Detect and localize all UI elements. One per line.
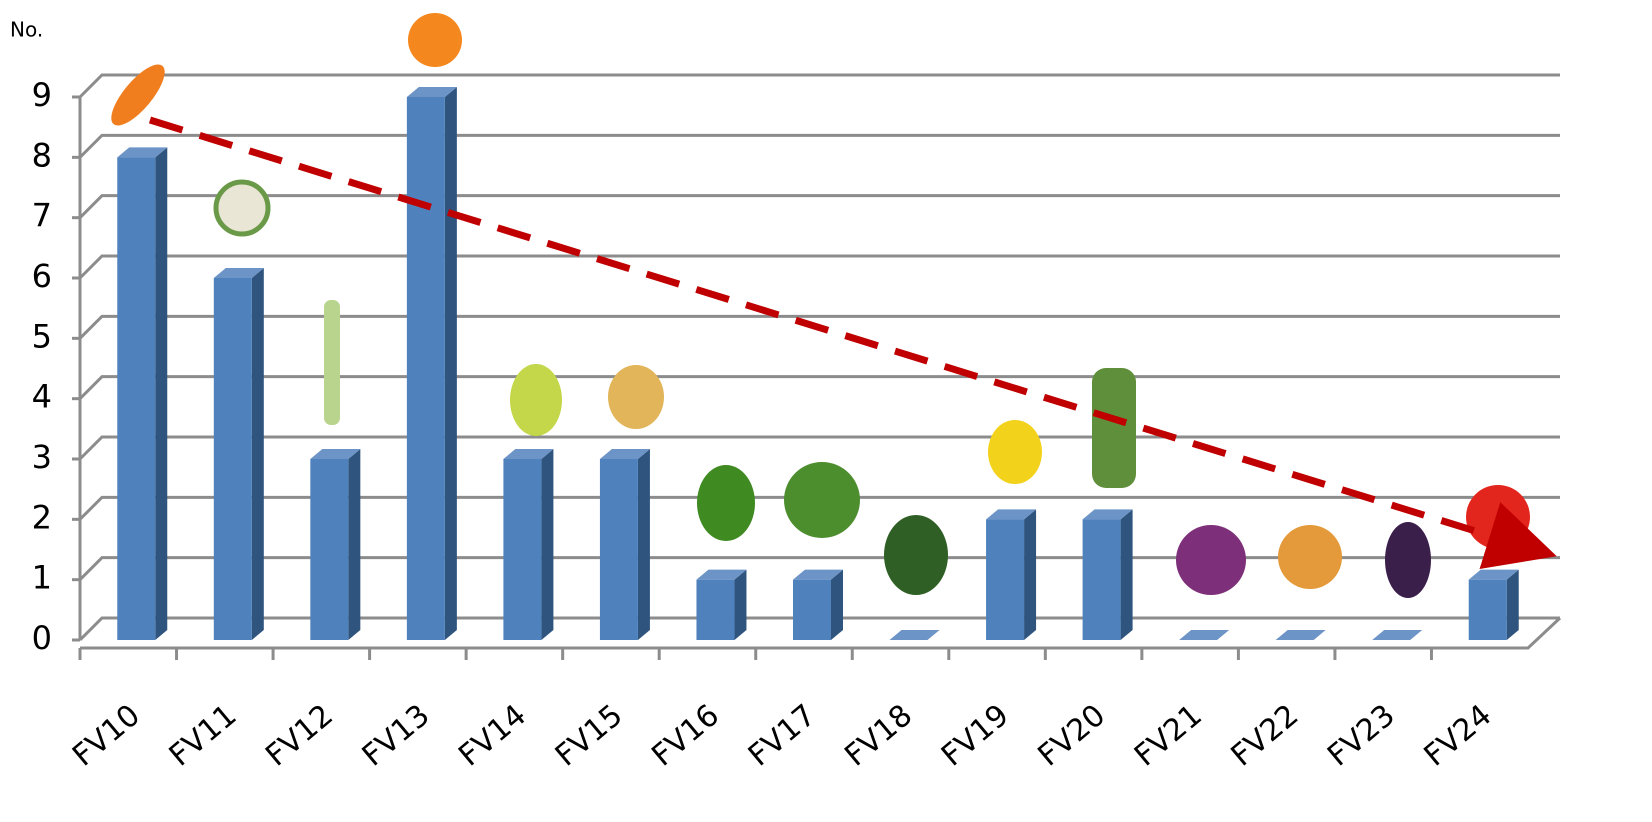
leek-icon — [324, 300, 340, 425]
pepper-icon — [697, 465, 755, 541]
bar — [503, 459, 542, 640]
pear-icon — [510, 364, 562, 436]
bar-side — [348, 449, 361, 640]
bar-side — [831, 569, 843, 640]
grid-line — [78, 194, 1560, 219]
bar-top — [889, 630, 940, 640]
grid-line — [78, 375, 1560, 400]
x-tick-label: FV20 — [1032, 698, 1113, 774]
y-tick-label: 5 — [32, 317, 52, 355]
bar — [1468, 579, 1507, 640]
onion-icon — [1278, 525, 1342, 589]
y-tick-label: 1 — [32, 559, 52, 597]
x-tick-label: FV14 — [452, 698, 533, 774]
spinach-icon — [884, 515, 948, 595]
bar — [986, 519, 1025, 640]
bar-top — [1179, 630, 1230, 640]
x-tick-label: FV16 — [645, 698, 726, 774]
x-tick-label: FV13 — [356, 698, 437, 774]
x-tick-label: FV10 — [66, 698, 147, 774]
y-tick-label: 7 — [32, 197, 52, 235]
broccoli-icon — [784, 462, 860, 538]
x-tick-label: FV17 — [742, 698, 823, 774]
x-tick-label: FV21 — [1128, 698, 1209, 774]
potato-icon — [608, 365, 664, 429]
x-tick-label: FV24 — [1418, 698, 1499, 774]
y-tick-label: 6 — [32, 257, 52, 295]
grid-line — [78, 254, 1560, 280]
bar-top — [793, 569, 843, 580]
grid-line — [78, 73, 1560, 99]
grid-line — [78, 435, 1560, 461]
bar-side — [734, 569, 747, 640]
bar-top — [117, 147, 168, 158]
bar-top — [1275, 630, 1326, 640]
y-tick-label: 8 — [32, 136, 52, 174]
grid-line — [78, 616, 1560, 642]
bar-top — [1372, 630, 1423, 640]
bar-top — [503, 449, 554, 459]
bar-side — [637, 449, 650, 640]
beans-icon — [1092, 368, 1136, 488]
y-tick-label: 0 — [32, 619, 52, 657]
bar — [1082, 519, 1121, 640]
x-tick-label: FV12 — [259, 698, 340, 774]
trend-arrow — [148, 116, 1557, 569]
y-tick-label: 4 — [32, 378, 52, 416]
bar-side — [1120, 509, 1133, 640]
bar-top — [696, 569, 747, 580]
x-tick-label: FV11 — [163, 698, 244, 774]
y-tick-label: 2 — [32, 498, 52, 536]
bars — [117, 87, 1519, 641]
bar — [696, 579, 735, 640]
bar — [310, 459, 349, 640]
x-tick-label: FV15 — [549, 698, 630, 774]
x-tick-label: FV22 — [1225, 698, 1306, 774]
bar-side — [1506, 569, 1519, 640]
grid-line — [78, 133, 1560, 159]
cabbage-icon — [1176, 525, 1246, 595]
bar-side — [541, 449, 554, 640]
grid-line — [78, 314, 1560, 340]
bar-top — [986, 509, 1037, 520]
bar-top — [1468, 569, 1519, 580]
grid-line — [78, 495, 1560, 521]
bar-side — [155, 147, 168, 641]
lemon-icon — [988, 420, 1042, 484]
bar-top — [599, 449, 650, 459]
bar — [117, 157, 156, 641]
bar — [793, 579, 831, 640]
eggplant-icon — [1385, 522, 1431, 598]
y-axis-label: No. — [10, 18, 43, 42]
bar-top — [1082, 509, 1133, 520]
bar-side — [444, 87, 457, 640]
bar-top — [213, 268, 264, 278]
bar-side — [251, 268, 264, 640]
bar — [406, 97, 445, 640]
y-tick-label: 3 — [32, 438, 52, 476]
orange-icon — [408, 13, 462, 67]
bar — [599, 459, 638, 640]
carrot-icon — [111, 64, 165, 126]
bar — [213, 278, 252, 640]
x-tick-label: FV23 — [1321, 698, 1402, 774]
cauliflower-icon — [213, 179, 271, 237]
bar-side — [1024, 509, 1037, 640]
bar-top — [406, 87, 457, 97]
bar-top — [310, 449, 361, 459]
grid-line — [78, 556, 1560, 581]
x-tick-label: FV18 — [838, 698, 919, 774]
x-tick-label: FV19 — [935, 698, 1016, 774]
grid — [72, 73, 1562, 660]
y-tick-label: 9 — [32, 76, 52, 114]
